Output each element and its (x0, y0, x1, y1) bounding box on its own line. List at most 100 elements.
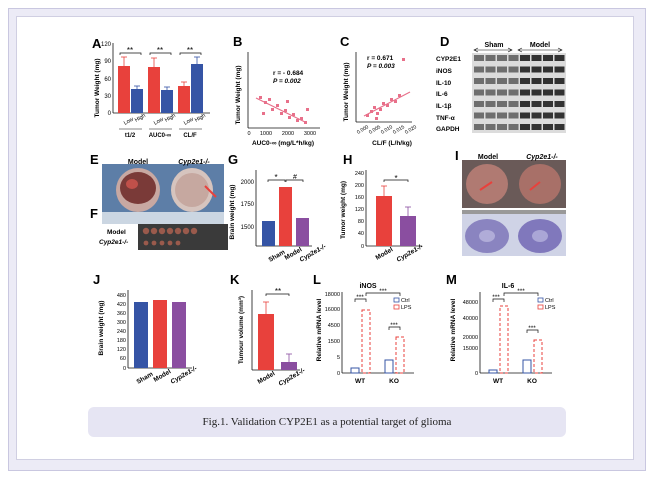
panel-h-ytick: 120 (355, 207, 364, 213)
panel-b-chart: Tumor Weight (mg) r = - 0.684 P = 0.002 … (235, 52, 320, 147)
panel-a-bar (191, 64, 203, 113)
panel-a-ytick: 120 (101, 42, 112, 48)
panel-l-ytick: 16000 (325, 307, 340, 313)
blot-band (485, 66, 496, 73)
panel-d-row-label: IL-10 (436, 80, 452, 87)
blot-band (474, 112, 484, 119)
panel-e-label: Cyp2e1-/- (178, 159, 210, 166)
panel-j-ytick: 240 (117, 329, 126, 335)
blot-band (520, 101, 530, 107)
panel-b-ylabel: Tumor Weight (mg) (235, 66, 242, 125)
panel-c-points (366, 58, 405, 120)
panel-a-group: AUC0-∞ (149, 133, 172, 139)
panel-l-bar (361, 309, 371, 374)
blot-band (497, 78, 507, 84)
panel-m-bar (533, 339, 543, 374)
blot-band (485, 55, 496, 61)
panel-h-bar (400, 216, 416, 246)
panel-a-ylabel: Tumor Weight (mg) (94, 59, 101, 118)
blot-band (497, 124, 507, 130)
panel-g-ylabel: Brain weight (mg) (229, 185, 236, 240)
panel-letter-i: I (455, 148, 459, 163)
blot-band (474, 124, 484, 130)
blot-band (520, 89, 530, 96)
panel-b-xtick: 2000 (282, 131, 294, 137)
panel-a-bar (131, 89, 143, 113)
blot-band (474, 101, 484, 107)
panel-l-chart: iNOS Relative mRNA level 18000 16000 450… (316, 283, 414, 385)
panel-m-bar (499, 305, 509, 374)
panel-k-xtick: Model (257, 370, 277, 386)
panel-m-bar (522, 359, 532, 374)
panel-h-ylabel: Tumor weight (mg) (340, 181, 347, 239)
panel-k-chart: Tumour volume (mm³) ** Model Cyp2e1-/- (238, 287, 306, 388)
panel-l-bar (384, 359, 394, 374)
blot-band (485, 89, 496, 96)
blot-band (531, 112, 542, 119)
panel-l-ytick: 0 (337, 371, 340, 377)
blot-band (531, 66, 542, 73)
blot-band (508, 101, 519, 107)
panel-c-xtick: 0.015 (392, 124, 406, 136)
panel-h-sig: * (394, 174, 397, 183)
panel-a-sig: ** (187, 46, 193, 55)
panel-m-xtick: WT (493, 378, 503, 385)
blot-band (474, 78, 484, 84)
blot-band (497, 66, 507, 73)
blot-band (520, 55, 530, 61)
panel-g-chart: Brain weight (mg) 2000 1750 1500 * # Sha… (229, 170, 327, 264)
panel-l-title: iNOS (359, 283, 376, 290)
blot-band (543, 124, 553, 130)
blot-band (520, 124, 530, 130)
figure-caption: Fig.1. Validation CYP2E1 as a potential … (88, 407, 566, 437)
panel-k-sig: ** (275, 287, 281, 296)
panel-m-ytick: 20000 (463, 335, 478, 341)
panel-g-ytick: 2000 (241, 180, 255, 186)
panel-l-sig: *** (390, 322, 398, 329)
panel-m-legend: LPS (545, 305, 556, 311)
panel-l-ytick: 1500 (328, 339, 340, 345)
panel-g-sig: * (274, 173, 277, 182)
blot-band (543, 55, 553, 61)
panel-a-sig: ** (127, 46, 133, 55)
panel-h-ytick: 240 (355, 171, 364, 177)
blot-band (554, 55, 565, 61)
panel-c-chart: Tumor Weight (mg) r = 0.671 P = 0.003 0.… (343, 52, 418, 147)
panel-letter-e: E (90, 152, 99, 167)
blot-band (508, 66, 519, 73)
panel-letter-f: F (90, 206, 98, 221)
panel-g-bar (262, 221, 275, 246)
panel-c-xlabel: CL/F (L/h/kg) (372, 140, 412, 147)
panel-j-ytick: 60 (120, 356, 126, 362)
panel-h-ytick: 40 (358, 231, 364, 237)
panel-a-ytick: 90 (104, 59, 111, 65)
blot-band (508, 124, 519, 130)
blot-band (474, 66, 484, 73)
panel-l-bar (395, 336, 405, 374)
panel-j-ytick: 300 (117, 320, 126, 326)
panel-a-ytick: 60 (104, 77, 111, 83)
panel-letter-h: H (343, 152, 352, 167)
panel-d-row-label: IL-1β (436, 103, 452, 110)
panel-c-xtick: 0.010 (380, 124, 394, 136)
blot-band (531, 124, 542, 130)
panel-c-ylabel: Tumor Weight (mg) (343, 63, 350, 122)
panel-letter-l: L (313, 272, 321, 287)
blot-band (508, 55, 519, 61)
panel-a-bar (161, 90, 173, 113)
panel-j-bar (172, 302, 186, 368)
blot-band (531, 55, 542, 61)
panel-a-chart: Tumor Weight (mg) 120 90 60 30 0 (94, 42, 210, 139)
panel-h-ytick: 0 (361, 244, 364, 250)
panel-g-sig: # (293, 174, 297, 181)
blot-band (543, 101, 553, 107)
panel-letter-d: D (440, 34, 449, 49)
panel-b-r: r = - 0.684 (273, 70, 304, 77)
panel-m-ytick: 48000 (463, 300, 478, 306)
panel-c-xtick: 0.020 (404, 124, 418, 136)
panel-m-ytick: 15000 (463, 346, 478, 352)
panel-k-bar (281, 362, 297, 370)
blot-band (531, 101, 542, 107)
panel-m-chart: IL-6 Relative mRNA level 48000 40000 200… (450, 283, 556, 385)
panel-letter-j: J (93, 272, 100, 287)
